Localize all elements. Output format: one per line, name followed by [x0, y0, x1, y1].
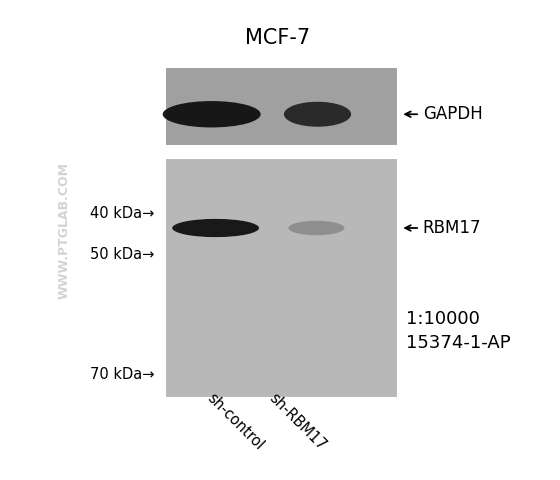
Ellipse shape — [284, 102, 351, 127]
Bar — [165, 67, 398, 146]
Bar — [165, 158, 398, 398]
Text: WWW.PTGLAB.COM: WWW.PTGLAB.COM — [58, 162, 71, 299]
Text: sh-RBM17: sh-RBM17 — [266, 390, 329, 453]
Ellipse shape — [172, 219, 259, 237]
Text: MCF-7: MCF-7 — [245, 28, 310, 48]
Text: sh-control: sh-control — [204, 390, 267, 453]
Text: 1:10000: 1:10000 — [406, 310, 480, 328]
Text: GAPDH: GAPDH — [423, 105, 483, 123]
Text: RBM17: RBM17 — [423, 219, 481, 237]
Text: 50 kDa→: 50 kDa→ — [90, 247, 154, 262]
Text: 15374-1-AP: 15374-1-AP — [406, 334, 511, 352]
Text: 40 kDa→: 40 kDa→ — [90, 206, 154, 221]
Ellipse shape — [288, 221, 344, 235]
Text: 70 kDa→: 70 kDa→ — [90, 367, 154, 382]
Ellipse shape — [162, 101, 261, 127]
